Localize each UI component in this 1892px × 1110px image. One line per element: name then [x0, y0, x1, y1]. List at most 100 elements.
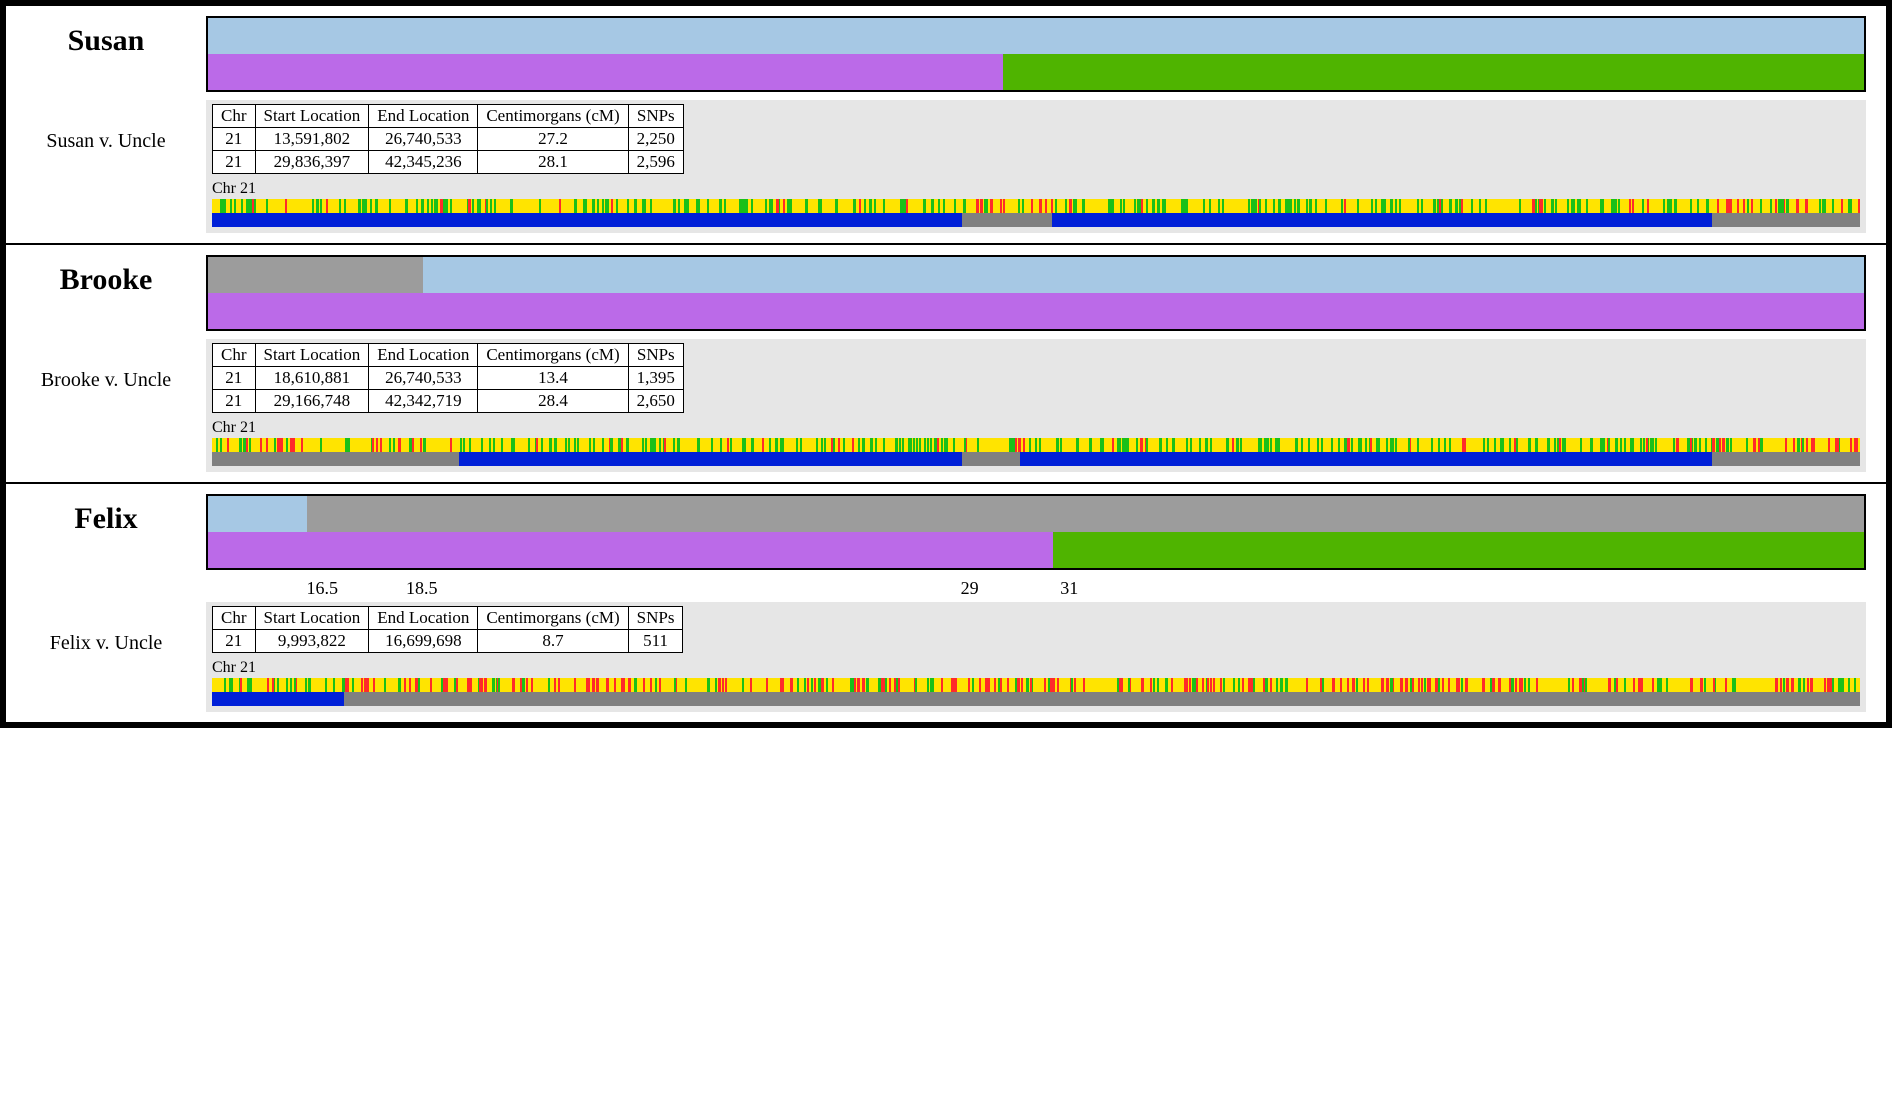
table-cell: 21 — [213, 128, 256, 151]
table-header: Start Location — [255, 105, 369, 128]
person-name: Susan — [6, 16, 206, 58]
haplotype-diagram — [206, 494, 1866, 570]
person-panel: Felix16.518.52931Felix v. UncleChrStart … — [4, 484, 1888, 724]
table-cell: 26,740,533 — [369, 128, 478, 151]
table-cell: 21 — [213, 367, 256, 390]
table-cell: 21 — [213, 151, 256, 174]
match-segment — [459, 452, 962, 466]
table-cell: 29,836,397 — [255, 151, 369, 174]
detail-box: ChrStart LocationEnd LocationCentimorgan… — [206, 100, 1866, 233]
haplotype-row — [208, 54, 1864, 90]
comparison-label: Brooke v. Uncle — [6, 339, 206, 392]
snp-track — [212, 438, 1860, 452]
haplotype-segment — [208, 54, 1003, 90]
table-cell: 21 — [213, 390, 256, 413]
table-row: 219,993,82216,699,6988.7511 — [213, 630, 683, 653]
comparison-label: Susan v. Uncle — [6, 100, 206, 153]
chromosome-label: Chr 21 — [212, 419, 1860, 437]
table-cell: 13.4 — [478, 367, 628, 390]
snp-match-tracks — [212, 438, 1860, 466]
match-segment — [1052, 213, 1711, 227]
match-segment — [1020, 452, 1712, 466]
table-cell: 29,166,748 — [255, 390, 369, 413]
table-cell: 18,610,881 — [255, 367, 369, 390]
table-cell: 2,250 — [628, 128, 683, 151]
table-cell: 8.7 — [478, 630, 628, 653]
haplotype-row — [208, 293, 1864, 329]
haplotype-segment — [307, 496, 1864, 532]
table-cell: 26,740,533 — [369, 367, 478, 390]
table-header: Start Location — [255, 344, 369, 367]
snp-match-tracks — [212, 678, 1860, 706]
haplotype-row — [208, 18, 1864, 54]
table-cell: 28.4 — [478, 390, 628, 413]
match-segment — [212, 692, 344, 706]
haplotype-segment — [208, 293, 1864, 329]
haplotype-segment — [208, 18, 1864, 54]
chromosome-label: Chr 21 — [212, 180, 1860, 198]
axis-tick-label: 16.5 — [306, 578, 338, 599]
person-panel: SusanSusan v. UncleChrStart LocationEnd … — [4, 4, 1888, 245]
snp-match-tracks — [212, 199, 1860, 227]
table-cell: 13,591,802 — [255, 128, 369, 151]
table-cell: 511 — [628, 630, 683, 653]
match-segment — [212, 213, 962, 227]
haplotype-segment — [208, 496, 307, 532]
haplotype-segment — [423, 257, 1864, 293]
match-track — [212, 452, 1860, 466]
segment-table: ChrStart LocationEnd LocationCentimorgan… — [212, 343, 684, 413]
table-header: Centimorgans (cM) — [478, 607, 628, 630]
table-row: 2129,166,74842,342,71928.42,650 — [213, 390, 684, 413]
table-header: End Location — [369, 344, 478, 367]
table-header: SNPs — [628, 607, 683, 630]
segment-table: ChrStart LocationEnd LocationCentimorgan… — [212, 104, 684, 174]
haplotype-diagram — [206, 16, 1866, 92]
table-header: End Location — [369, 607, 478, 630]
chromosome-label: Chr 21 — [212, 659, 1860, 677]
haplotype-row — [208, 257, 1864, 293]
haplotype-segment — [1003, 54, 1864, 90]
snp-track — [212, 678, 1860, 692]
table-cell: 16,699,698 — [369, 630, 478, 653]
table-cell: 9,993,822 — [255, 630, 369, 653]
haplotype-segment — [208, 532, 1053, 568]
axis-tick-label: 29 — [961, 578, 979, 599]
person-name: Brooke — [6, 255, 206, 297]
axis-labels: 16.5 18.5 29 31 — [206, 578, 1866, 602]
haplotype-segment — [1053, 532, 1864, 568]
table-row: 2129,836,39742,345,23628.12,596 — [213, 151, 684, 174]
match-track — [212, 692, 1860, 706]
table-header: Chr — [213, 344, 256, 367]
table-cell: 2,650 — [628, 390, 683, 413]
haplotype-row — [208, 496, 1864, 532]
person-panel: BrookeBrooke v. UncleChrStart LocationEn… — [4, 245, 1888, 484]
axis-tick-label: 31 — [1060, 578, 1078, 599]
snp-track — [212, 199, 1860, 213]
table-header: SNPs — [628, 344, 683, 367]
haplotype-segment — [208, 257, 423, 293]
table-header: SNPs — [628, 105, 683, 128]
table-cell: 42,342,719 — [369, 390, 478, 413]
comparison-label: Felix v. Uncle — [6, 602, 206, 655]
detail-box: ChrStart LocationEnd LocationCentimorgan… — [206, 602, 1866, 712]
haplotype-diagram — [206, 255, 1866, 331]
match-track — [212, 213, 1860, 227]
person-name: Felix — [6, 494, 206, 536]
table-row: 2118,610,88126,740,53313.41,395 — [213, 367, 684, 390]
table-header: Start Location — [255, 607, 369, 630]
table-row: 2113,591,80226,740,53327.22,250 — [213, 128, 684, 151]
table-cell: 28.1 — [478, 151, 628, 174]
table-header: Centimorgans (cM) — [478, 105, 628, 128]
table-header: End Location — [369, 105, 478, 128]
table-cell: 27.2 — [478, 128, 628, 151]
detail-box: ChrStart LocationEnd LocationCentimorgan… — [206, 339, 1866, 472]
table-header: Chr — [213, 607, 256, 630]
table-header: Chr — [213, 105, 256, 128]
table-cell: 1,395 — [628, 367, 683, 390]
table-cell: 21 — [213, 630, 256, 653]
haplotype-row — [208, 532, 1864, 568]
table-cell: 42,345,236 — [369, 151, 478, 174]
axis-tick-label: 18.5 — [406, 578, 438, 599]
table-header: Centimorgans (cM) — [478, 344, 628, 367]
segment-table: ChrStart LocationEnd LocationCentimorgan… — [212, 606, 683, 653]
